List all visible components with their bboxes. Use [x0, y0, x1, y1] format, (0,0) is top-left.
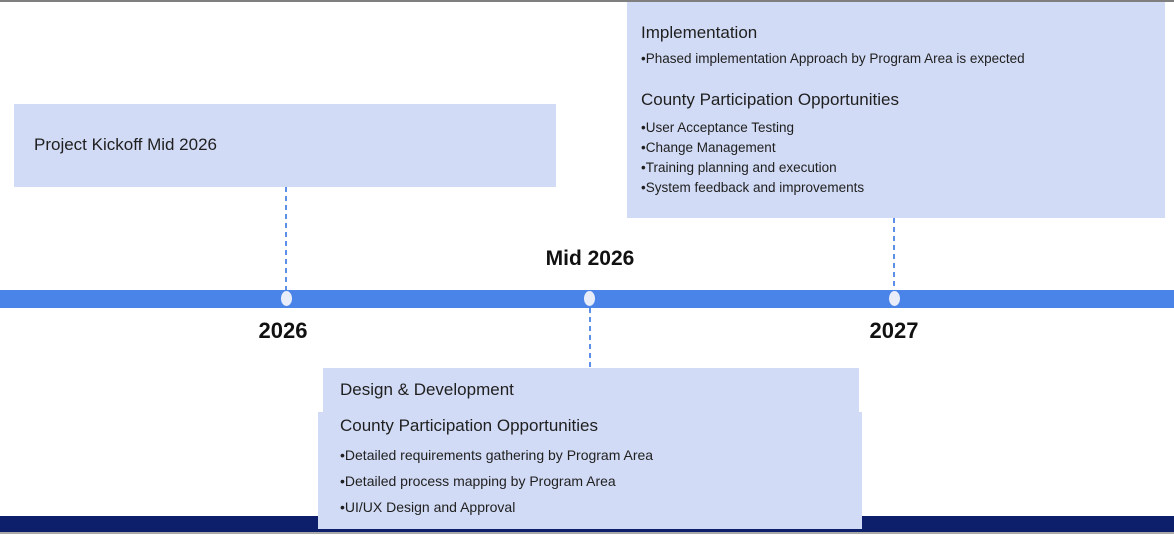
implementation-title: Implementation: [641, 23, 758, 42]
design-bullet: •UI/UX Design and Approval: [340, 499, 516, 515]
implementation-sub-bullet: •Training planning and execution: [641, 160, 837, 175]
design-title: Design & Development: [340, 380, 514, 399]
design-subtitle: County Participation Opportunities: [340, 416, 598, 435]
top-divider-line: [0, 0, 1174, 2]
bottom-divider-line: [0, 532, 1174, 534]
kickoff-connector-line: [285, 187, 287, 290]
kickoff-callout: Project Kickoff Mid 2026: [14, 104, 556, 187]
milestone-dot-2026: [281, 291, 292, 306]
timeline-label-mid-2026: Mid 2026: [545, 247, 635, 270]
timeline-label-2026: 2026: [258, 318, 308, 343]
implementation-sub-bullet: •Change Management: [641, 140, 776, 155]
milestone-dot-2027: [889, 291, 900, 306]
design-development-callout: Design & Development: [323, 368, 859, 412]
design-bullet: •Detailed process mapping by Program Are…: [340, 473, 616, 489]
design-county-participation-callout: County Participation Opportunities •Deta…: [318, 412, 862, 529]
design-connector-line: [589, 308, 591, 370]
design-bullet: •Detailed requirements gathering by Prog…: [340, 447, 654, 463]
implementation-sub-bullet: •System feedback and improvements: [641, 180, 865, 195]
implementation-subtitle: County Participation Opportunities: [641, 90, 899, 109]
implementation-connector-line: [893, 218, 895, 290]
milestone-dot-mid-2026: [584, 291, 595, 306]
implementation-callout: Implementation •Phased implementation Ap…: [627, 2, 1165, 218]
implementation-sub-bullet: •User Acceptance Testing: [641, 120, 795, 135]
kickoff-title: Project Kickoff Mid 2026: [34, 135, 217, 154]
timeline-label-2027: 2027: [869, 318, 919, 343]
implementation-bullet: •Phased implementation Approach by Progr…: [641, 51, 1025, 66]
